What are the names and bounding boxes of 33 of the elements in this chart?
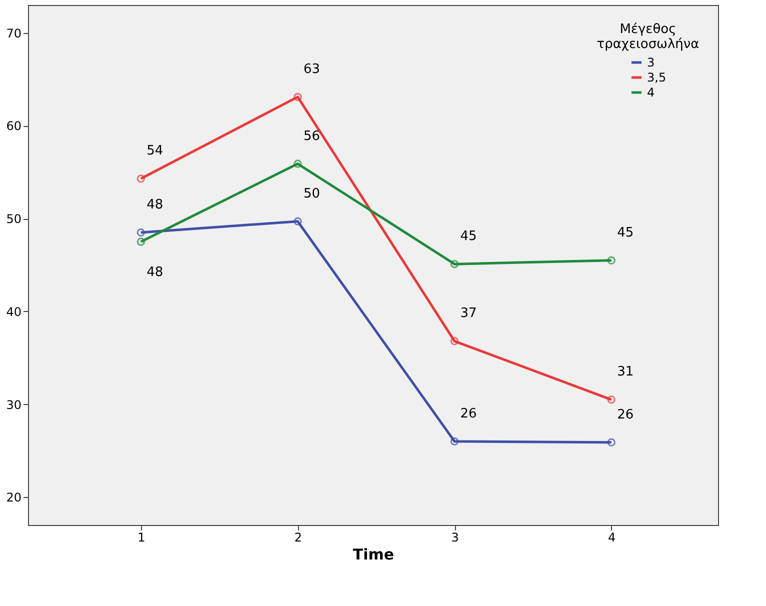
legend-label: 3: [647, 56, 655, 70]
x-tick-label: 2: [294, 530, 302, 544]
point: [450, 437, 459, 446]
y-tick-label: 40: [6, 304, 22, 319]
data-label: 45: [460, 229, 477, 244]
data-label: 50: [303, 186, 320, 202]
x-tick-label: 1: [138, 530, 146, 544]
data-label: 56: [303, 128, 320, 144]
point: [294, 160, 302, 168]
data-label: 26: [460, 406, 477, 422]
legend-label: 4: [647, 86, 655, 100]
x-tick-label: 4: [608, 530, 616, 544]
y-tick-label: 20: [6, 490, 22, 505]
point: [294, 92, 302, 102]
data-label: 31: [617, 364, 634, 380]
data-label: 26: [617, 407, 634, 422]
data-label: 48: [146, 198, 164, 212]
y-tick-label: 30: [6, 398, 22, 412]
x-tick-label: 3: [451, 530, 459, 544]
x-axis-title: Time: [352, 546, 394, 564]
y-tick-label: 70: [6, 26, 22, 40]
legend-title: Μέγεθος τραχειοσωλήνα: [596, 22, 700, 52]
point: [450, 337, 459, 346]
y-tick-label: 60: [6, 119, 22, 134]
legend-label: 3,5: [647, 70, 666, 84]
data-label: 37: [460, 306, 477, 322]
data-label: 45: [617, 225, 634, 240]
point: [450, 260, 459, 268]
data-label: 54: [146, 144, 164, 159]
point: [294, 217, 302, 226]
data-label: 48: [146, 264, 164, 280]
y-tick-label: 50: [6, 212, 22, 226]
data-label: 63: [303, 62, 320, 77]
